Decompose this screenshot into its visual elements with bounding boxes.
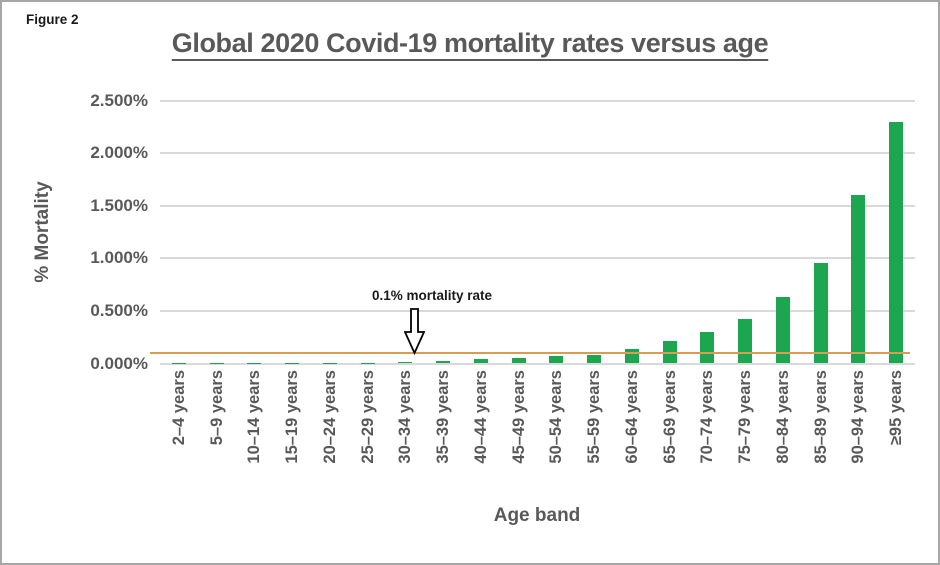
x-tick-label: 70–74 years: [698, 370, 717, 464]
x-tick-label: 35–39 years: [434, 370, 453, 464]
x-tick-label: ≥95 years: [887, 370, 906, 446]
bar-25-29-years: [360, 362, 375, 364]
gridline: [160, 309, 915, 312]
figure-label: Figure 2: [26, 12, 79, 27]
x-tick-label: 55–59 years: [585, 370, 604, 464]
gridline: [160, 362, 915, 365]
bar-50-54-years: [549, 356, 564, 364]
x-tick-label: 25–29 years: [358, 370, 377, 464]
x-tick-label: 80–84 years: [773, 370, 792, 464]
gridline: [160, 204, 915, 207]
x-tick-label: 15–19 years: [283, 370, 302, 464]
y-tick-label: 1.000%: [90, 248, 148, 268]
chart-title-text: Global 2020 Covid-19 mortality rates ver…: [171, 28, 769, 58]
x-tick-label: 10–14 years: [245, 370, 264, 464]
y-tick-label: 0.500%: [90, 300, 148, 320]
y-tick-label: 2.500%: [90, 90, 148, 110]
x-tick-label: 45–49 years: [509, 370, 528, 464]
reference-line: [150, 351, 910, 354]
bar-80-84-years: [775, 297, 790, 364]
y-tick-label: 0.000%: [90, 353, 148, 373]
x-tick-label: 40–44 years: [471, 370, 490, 464]
chart-title: Global 2020 Covid-19 mortality rates ver…: [2, 28, 938, 59]
bar-60-64-years: [624, 348, 639, 364]
bar-30-34-years: [398, 362, 413, 364]
x-tick-label: 30–34 years: [396, 370, 415, 464]
ref-line-annotation: 0.1% mortality rate: [371, 288, 493, 303]
bar-70-74-years: [700, 331, 715, 364]
bar-40-44-years: [473, 359, 488, 364]
x-tick-label: 2–4 years: [169, 370, 188, 446]
bar-75-79-years: [738, 319, 753, 364]
x-axis-title: Age band: [493, 505, 581, 526]
bar-95-years: [889, 121, 904, 364]
x-tick-label: 5–9 years: [207, 370, 226, 446]
x-tick-label: 90–94 years: [849, 370, 868, 464]
bar-55-59-years: [587, 355, 602, 364]
y-tick-label: 2.000%: [90, 143, 148, 163]
bar-90-94-years: [851, 195, 866, 364]
x-tick-label: 65–69 years: [660, 370, 679, 464]
y-axis-title: % Mortality: [32, 181, 53, 283]
y-tick-label: 1.500%: [90, 195, 148, 215]
bar-35-39-years: [436, 361, 451, 364]
x-tick-label: 75–79 years: [736, 370, 755, 464]
bar-45-49-years: [511, 358, 526, 364]
x-tick-label: 60–64 years: [622, 370, 641, 464]
gridline: [160, 152, 915, 155]
bar-85-89-years: [813, 262, 828, 364]
gridline: [160, 99, 915, 102]
gridline: [160, 257, 915, 260]
x-tick-label: 50–54 years: [547, 370, 566, 464]
x-tick-label: 20–24 years: [320, 370, 339, 464]
down-arrow-icon: [404, 308, 425, 355]
x-tick-label: 85–89 years: [811, 370, 830, 464]
